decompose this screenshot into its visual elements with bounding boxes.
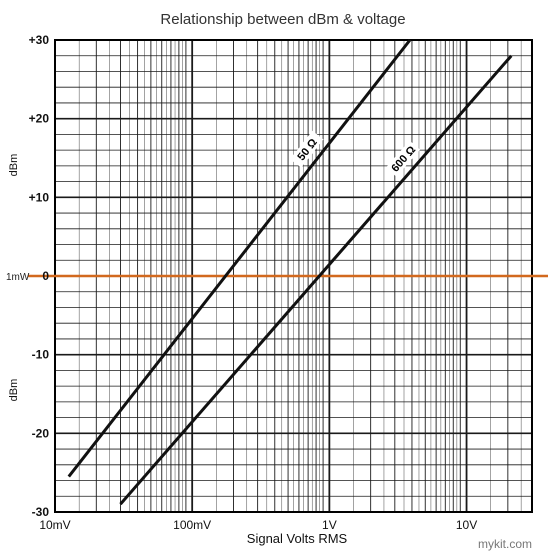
y-tick-label: 0 (42, 269, 49, 283)
x-tick-label: 10V (456, 518, 477, 532)
reference-line-1mw: 1mW (6, 272, 548, 283)
series-label-bg-0 (290, 130, 324, 168)
x-tick-label: 1V (322, 518, 337, 532)
y-tick-label: +10 (29, 190, 50, 204)
y-axis-label-bottom: dBm (8, 379, 20, 402)
y-tick-label: +20 (29, 112, 50, 126)
x-tick-label: 100mV (173, 518, 211, 532)
y-tick-label: -10 (32, 348, 50, 362)
y-axis-label-top: dBm (8, 154, 20, 177)
series-lines: 50 Ω 600 Ω (67, 39, 513, 506)
reference-line-label: 1mW (6, 272, 30, 283)
y-tick-label: +30 (29, 33, 50, 47)
series-line-0 (67, 39, 412, 478)
series-label-bg-1 (385, 140, 421, 177)
x-tick-label: 10mV (39, 518, 70, 532)
x-axis-label: Signal Volts RMS (247, 531, 348, 546)
series-line-1 (119, 54, 513, 506)
y-tick-label: -20 (32, 426, 50, 440)
chart-title: Relationship between dBm & voltage (160, 11, 405, 28)
y-tick-label: -30 (32, 505, 50, 519)
credit-text: mykit.com (478, 537, 532, 551)
